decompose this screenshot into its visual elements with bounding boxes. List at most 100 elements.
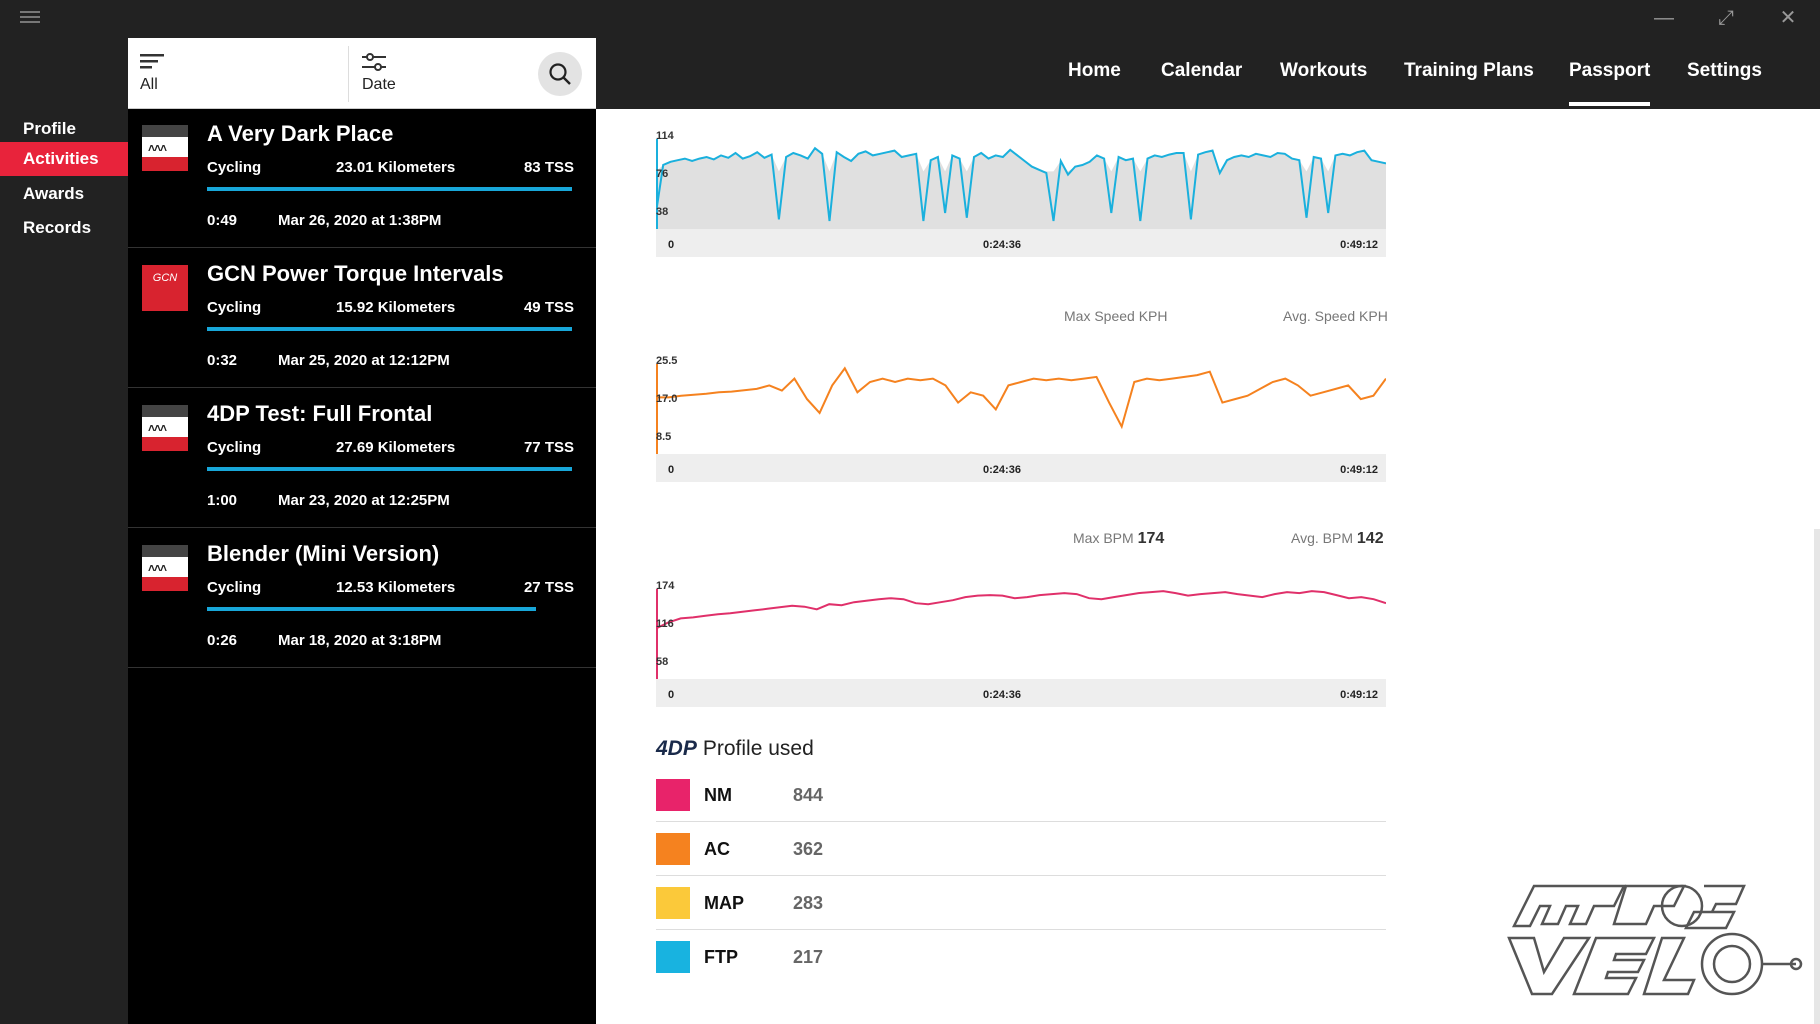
activity-progress-bar bbox=[207, 187, 572, 191]
x-tick-label: 0:49:12 bbox=[1340, 689, 1378, 701]
search-button[interactable] bbox=[538, 52, 582, 96]
profile-metric-value: 844 bbox=[793, 785, 824, 805]
sidebar-item-awards[interactable]: Awards bbox=[23, 184, 85, 203]
y-tick-label: 8.5 bbox=[656, 431, 671, 443]
sort-filter[interactable]: All bbox=[140, 52, 166, 94]
power-chart: 114 76 38 0 0:24:36 0:49:12 bbox=[656, 109, 1386, 269]
profile-row-nm: NM 844 bbox=[656, 769, 1386, 822]
matosvelo-watermark-logo bbox=[1507, 884, 1803, 996]
filter-divider bbox=[348, 46, 349, 102]
profile-metric-name: NM bbox=[704, 785, 732, 805]
activity-sport: Cycling bbox=[207, 159, 262, 176]
power-chart-svg: 114 76 38 0 0:24:36 0:49:12 bbox=[656, 130, 1386, 257]
date-filter-label: Date bbox=[362, 76, 396, 93]
scrollbar[interactable] bbox=[1814, 529, 1820, 1024]
profile-used-section: 4DP Profile used NM 844 AC 362 MAP 283 FTP 217 bbox=[656, 737, 1386, 973]
profile-swatch bbox=[656, 833, 690, 865]
activity-title: Blender (Mini Version) bbox=[207, 541, 440, 566]
activity-duration: 0:32 bbox=[207, 352, 238, 369]
window-titlebar: — ⤢ ✕ bbox=[0, 0, 1820, 38]
activity-detail: 114 76 38 0 0:24:36 0:49:12 Max Speed KPH Avg… bbox=[596, 109, 1820, 1024]
x-tick-label: 0:49:12 bbox=[1340, 464, 1378, 476]
activity-duration: 1:00 bbox=[207, 492, 238, 509]
activity-tss: 83 TSS bbox=[523, 159, 574, 176]
sort-lines-icon bbox=[140, 54, 164, 69]
profile-metric-value: 217 bbox=[793, 947, 824, 967]
y-tick-label: 25.5 bbox=[656, 355, 677, 367]
tab-calendar[interactable]: Calendar bbox=[1161, 60, 1243, 81]
profile-metric-value: 283 bbox=[793, 893, 824, 913]
sidebar-item-profile[interactable]: Profile bbox=[23, 119, 76, 138]
fullscreen-icon[interactable]: ⤢ bbox=[1718, 7, 1734, 29]
activity-tss: 77 TSS bbox=[523, 439, 574, 456]
x-tick-label: 0:49:12 bbox=[1340, 239, 1378, 251]
tab-passport[interactable]: Passport bbox=[1569, 60, 1651, 106]
profile-used-title: 4DP Profile used bbox=[656, 737, 1386, 761]
activity-date: Mar 18, 2020 at 3:18PM bbox=[278, 632, 442, 649]
y-tick-label: 116 bbox=[656, 618, 674, 630]
activity-sport: Cycling bbox=[207, 299, 262, 316]
x-axis-band bbox=[656, 454, 1386, 482]
activity-progress-bar bbox=[207, 467, 572, 471]
sufferfest-thumb-icon: ˄˄˄ bbox=[142, 125, 188, 171]
close-icon[interactable]: ✕ bbox=[1779, 7, 1797, 29]
tab-training-plans[interactable]: Training Plans bbox=[1404, 60, 1534, 81]
y-tick-label: 174 bbox=[656, 580, 675, 592]
sufferfest-thumb-icon: ˄˄˄ bbox=[142, 405, 188, 451]
x-tick-label: 0:24:36 bbox=[983, 464, 1021, 476]
y-tick-label: 38 bbox=[656, 206, 668, 218]
max-speed-stat: Max Speed KPH bbox=[1064, 308, 1168, 324]
date-filter[interactable]: Date bbox=[362, 52, 396, 94]
x-tick-label: 0 bbox=[668, 464, 674, 476]
sliders-icon bbox=[362, 53, 386, 71]
activity-date: Mar 26, 2020 at 1:38PM bbox=[278, 212, 442, 229]
profile-row-ftp: FTP 217 bbox=[656, 931, 1386, 984]
activity-card[interactable]: ˄˄˄ A Very Dark Place Cycling 23.01 Kilomet… bbox=[128, 109, 596, 248]
minimize-icon[interactable]: — bbox=[1654, 7, 1674, 29]
profile-swatch bbox=[656, 941, 690, 973]
activity-progress-bar bbox=[207, 327, 572, 331]
sidebar-item-activities[interactable]: Activities bbox=[0, 142, 128, 176]
avg-bpm-stat: Avg. BPM 142 bbox=[1291, 530, 1384, 547]
profile-swatch bbox=[656, 887, 690, 919]
heart-rate-chart: 174 116 58 0 0:24:36 0:49:12 bbox=[656, 559, 1386, 719]
y-tick-label: 58 bbox=[656, 656, 668, 668]
activity-tss: 27 TSS bbox=[523, 579, 574, 596]
activity-date: Mar 25, 2020 at 12:12PM bbox=[278, 352, 450, 369]
x-tick-label: 0 bbox=[668, 689, 674, 701]
tab-settings[interactable]: Settings bbox=[1687, 60, 1762, 81]
activity-distance: 15.92 Kilometers bbox=[336, 299, 456, 316]
x-tick-label: 0:24:36 bbox=[983, 239, 1021, 251]
activity-title: GCN Power Torque Intervals bbox=[207, 261, 504, 286]
x-axis-band bbox=[656, 229, 1386, 257]
activity-distance: 23.01 Kilometers bbox=[336, 159, 456, 176]
filter-bar: All Date bbox=[128, 38, 596, 109]
x-tick-label: 0 bbox=[668, 239, 674, 251]
search-icon bbox=[549, 63, 571, 85]
profile-metric-name: FTP bbox=[704, 947, 738, 967]
activity-distance: 12.53 Kilometers bbox=[336, 579, 456, 596]
max-bpm-stat: Max BPM 174 bbox=[1073, 530, 1165, 547]
chart-series-line bbox=[656, 146, 1386, 222]
profile-metric-name: AC bbox=[704, 839, 730, 859]
activity-duration: 0:49 bbox=[207, 212, 238, 229]
activity-card[interactable]: GCN GCN Power Torque Intervals Cycling 15.9… bbox=[128, 249, 596, 388]
activity-title: 4DP Test: Full Frontal bbox=[207, 401, 433, 426]
gcn-logo-icon: GCN bbox=[142, 265, 188, 311]
profile-swatch bbox=[656, 779, 690, 811]
heart-rate-chart-svg: 174 116 58 0 0:24:36 0:49:12 bbox=[656, 580, 1386, 707]
activity-card[interactable]: ˄˄˄ 4DP Test: Full Frontal Cycling 27.69 Ki… bbox=[128, 389, 596, 528]
avg-speed-stat: Avg. Speed KPH bbox=[1283, 308, 1388, 324]
sidebar-item-records[interactable]: Records bbox=[23, 218, 92, 237]
chart-area-fill bbox=[656, 148, 1386, 229]
sidebar: Profile Activities Awards Records bbox=[0, 38, 128, 1024]
profile-metric-name: MAP bbox=[704, 893, 744, 913]
activity-tss: 49 TSS bbox=[523, 299, 574, 316]
activity-date: Mar 23, 2020 at 12:25PM bbox=[278, 492, 450, 509]
activity-card[interactable]: ˄˄˄ Blender (Mini Version) Cycling 12.53 Ki… bbox=[128, 529, 596, 668]
tab-home[interactable]: Home bbox=[1068, 60, 1121, 81]
tab-workouts[interactable]: Workouts bbox=[1280, 60, 1368, 81]
activity-sport: Cycling bbox=[207, 579, 262, 596]
hamburger-icon[interactable] bbox=[20, 8, 40, 26]
top-nav: Home Calendar Workouts Training Plans Pa… bbox=[596, 38, 1820, 109]
